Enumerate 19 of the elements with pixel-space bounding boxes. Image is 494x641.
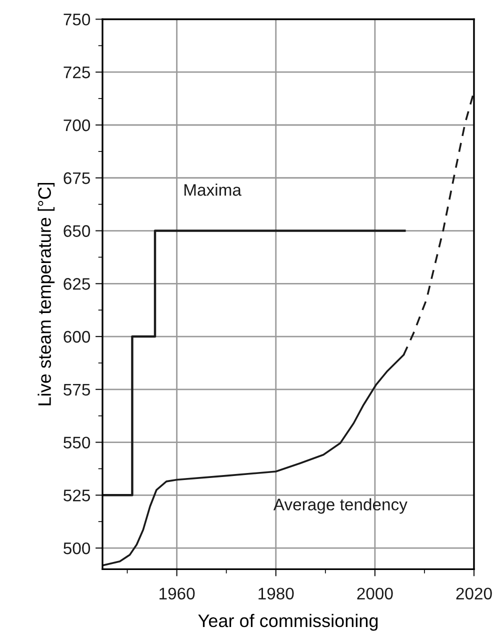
y-tick-label: 750 — [64, 14, 90, 26]
text: Maxima — [184, 184, 242, 196]
y-tick-label: 675 — [64, 172, 90, 184]
x-tick-label: 2020 — [456, 588, 492, 600]
y-tick-label: 700 — [64, 119, 90, 132]
y-tick-label: 500 — [64, 542, 90, 554]
y-tick-label: 625 — [64, 278, 90, 290]
y-tick-label: 550 — [64, 436, 90, 448]
x-tick-label: 1980 — [258, 588, 294, 600]
series-label: Average tendency — [273, 498, 408, 514]
y-tick-label: 525 — [64, 490, 90, 502]
y-tick-label: 725 — [64, 66, 90, 78]
y-tick-label: 575 — [64, 384, 90, 396]
y-axis-title: Live steam temperature [°C] — [38, 183, 55, 406]
y-tick-label: 600 — [64, 330, 90, 343]
x-tick-label: 2000 — [357, 588, 393, 600]
y-tick-label: 650 — [64, 225, 90, 237]
x-axis-title: Year of commissioning — [198, 614, 378, 631]
x-tick-label: 1960 — [160, 588, 195, 600]
